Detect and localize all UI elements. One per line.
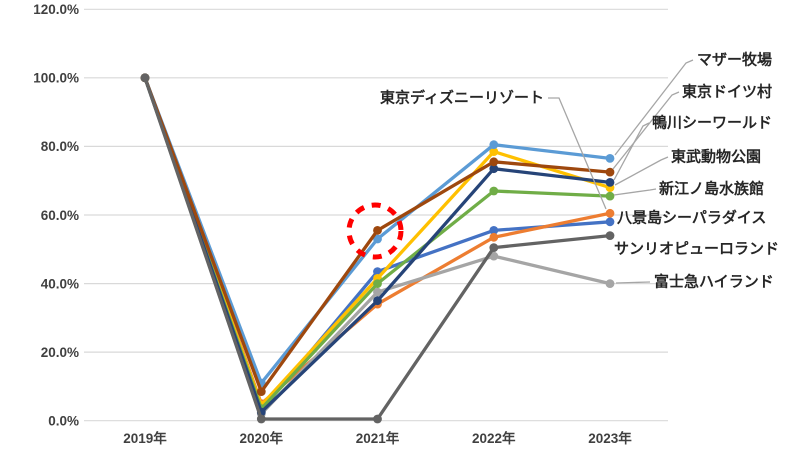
data-point-tokyo-disney-resort	[605, 208, 615, 218]
series-mother-farm	[140, 73, 615, 388]
annotation-group	[346, 202, 404, 260]
leader-line-tokyo-german-village	[612, 91, 680, 170]
gridlines-group	[84, 8, 668, 422]
data-point-enoshima-aquarium	[373, 279, 382, 288]
leader-line-mother-farm	[614, 59, 694, 156]
series-label-enoshima-aquarium: 新江ノ島水族館	[659, 180, 764, 198]
series-line-kamogawa-seaworld	[143, 76, 612, 414]
y-axis-tick-label: 80.0%	[41, 139, 79, 154]
series-label-mother-farm: マザー牧場	[697, 51, 772, 69]
data-point-tokyo-german-village	[489, 157, 499, 167]
data-point-tokyo-german-village	[605, 167, 615, 177]
data-point-tokyo-german-village	[256, 387, 266, 396]
y-axis-tick-label: 100.0%	[33, 71, 79, 86]
data-point-sanrio-puroland	[605, 231, 615, 241]
data-point-mother-farm	[605, 154, 615, 163]
series-group	[140, 73, 615, 424]
data-point-enoshima-aquarium	[489, 186, 499, 196]
data-point-mother-farm	[373, 234, 382, 244]
series-fujiq-highland	[140, 73, 615, 419]
series-label-tokyo-disney-resort: 東京ディズニーリゾート	[380, 89, 544, 107]
data-point-fujiq-highland	[489, 251, 499, 261]
y-axis-tick-label: 40.0%	[41, 276, 79, 291]
leader-line-tokyo-disney-resort	[548, 97, 607, 210]
series-tokyo-german-village	[140, 73, 615, 396]
data-point-tobu-zoo	[489, 147, 499, 157]
leader-line-tobu-zoo	[614, 156, 669, 186]
leader-line-enoshima-aquarium	[613, 188, 657, 196]
y-axis-tick-label: 0.0%	[48, 414, 79, 429]
series-label-fujiq-highland: 富士急ハイランド	[654, 273, 774, 291]
data-point-sanrio-puroland	[373, 414, 382, 424]
data-point-fujiq-highland	[373, 287, 382, 297]
x-axis-tick-label: 2022年	[472, 430, 516, 446]
y-axis-tick-label: 60.0%	[41, 208, 79, 223]
series-label-hakkeijima: 八景島シーパラダイス	[616, 209, 766, 227]
data-point-mother-farm	[489, 140, 499, 150]
series-label-sanrio-puroland: サンリオピューロランド	[614, 241, 779, 258]
x-axis-tick-label: 2019年	[123, 430, 167, 446]
data-point-sanrio-puroland	[140, 73, 150, 83]
series-kamogawa-seaworld	[140, 73, 615, 417]
x-axis-tick-label: 2021年	[356, 430, 400, 446]
highlight-circle-annotation	[346, 202, 404, 260]
data-point-sanrio-puroland	[256, 414, 266, 424]
data-point-tokyo-german-village	[373, 226, 382, 235]
y-axis-tick-label: 20.0%	[41, 345, 79, 360]
series-label-tobu-zoo: 東武動物公園	[671, 148, 761, 166]
data-point-hakkeijima	[489, 226, 499, 235]
x-axis-tick-label: 2023年	[588, 430, 632, 446]
series-label-tokyo-german-village: 東京ドイツ村	[682, 83, 772, 101]
leader-line-fujiq-highland	[615, 281, 651, 284]
x-axis-tick-label: 2020年	[239, 430, 283, 446]
series-line-fujiq-highland	[143, 76, 612, 416]
series-sanrio-puroland	[140, 73, 615, 424]
series-line-sanrio-puroland	[143, 76, 612, 421]
leader-lines-group	[548, 59, 694, 284]
y-axis-tick-label: 120.0%	[33, 2, 79, 17]
data-point-fujiq-highland	[605, 279, 615, 288]
leader-line-kamogawa-seaworld	[613, 122, 650, 181]
series-label-kamogawa-seaworld: 鴨川シーワールド	[652, 114, 772, 132]
data-point-enoshima-aquarium	[605, 191, 615, 201]
data-point-tokyo-disney-resort	[489, 232, 499, 242]
x-axis-labels: 2019年 2020年 2021年 2022年 2023年	[123, 430, 632, 446]
data-point-sanrio-puroland	[489, 243, 499, 253]
data-point-kamogawa-seaworld	[373, 296, 382, 306]
y-axis-labels: 0.0% 20.0% 40.0% 60.0% 80.0% 100.0% 120.0%	[33, 2, 79, 428]
data-point-kamogawa-seaworld	[605, 178, 615, 187]
data-point-hakkeijima	[605, 217, 615, 227]
data-point-kamogawa-seaworld	[489, 164, 499, 174]
